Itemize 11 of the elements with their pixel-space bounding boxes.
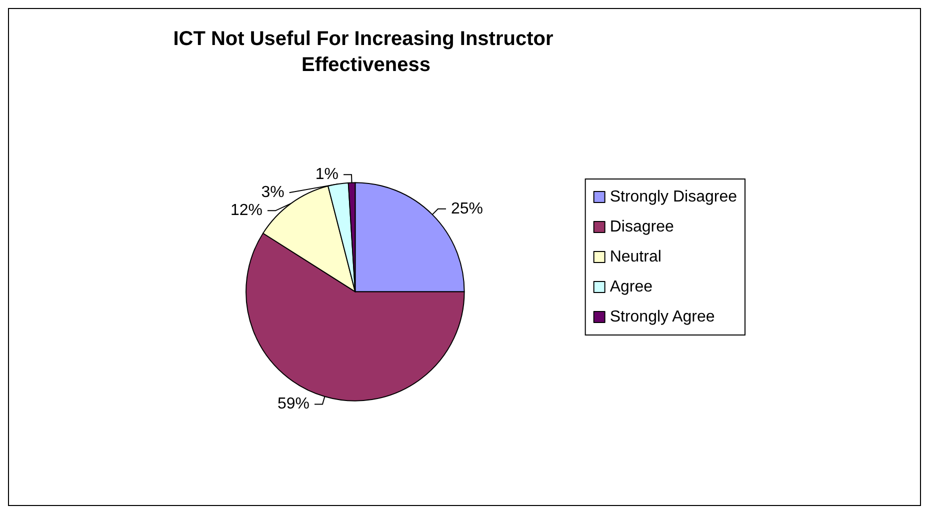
data-label: 1%	[315, 166, 338, 184]
legend-label: Agree	[610, 278, 653, 296]
legend-label: Neutral	[610, 248, 662, 266]
legend-label: Strongly Disagree	[610, 188, 738, 206]
legend-label: Strongly Agree	[610, 308, 715, 326]
data-label: 59%	[277, 396, 310, 413]
data-label: 3%	[261, 184, 284, 202]
legend-label: Disagree	[610, 218, 674, 236]
data-label: 12%	[230, 202, 262, 220]
chart-title: ICT Not Useful For Increasing Instructor Effectiveness	[173, 28, 559, 76]
data-label: 25%	[450, 200, 484, 218]
